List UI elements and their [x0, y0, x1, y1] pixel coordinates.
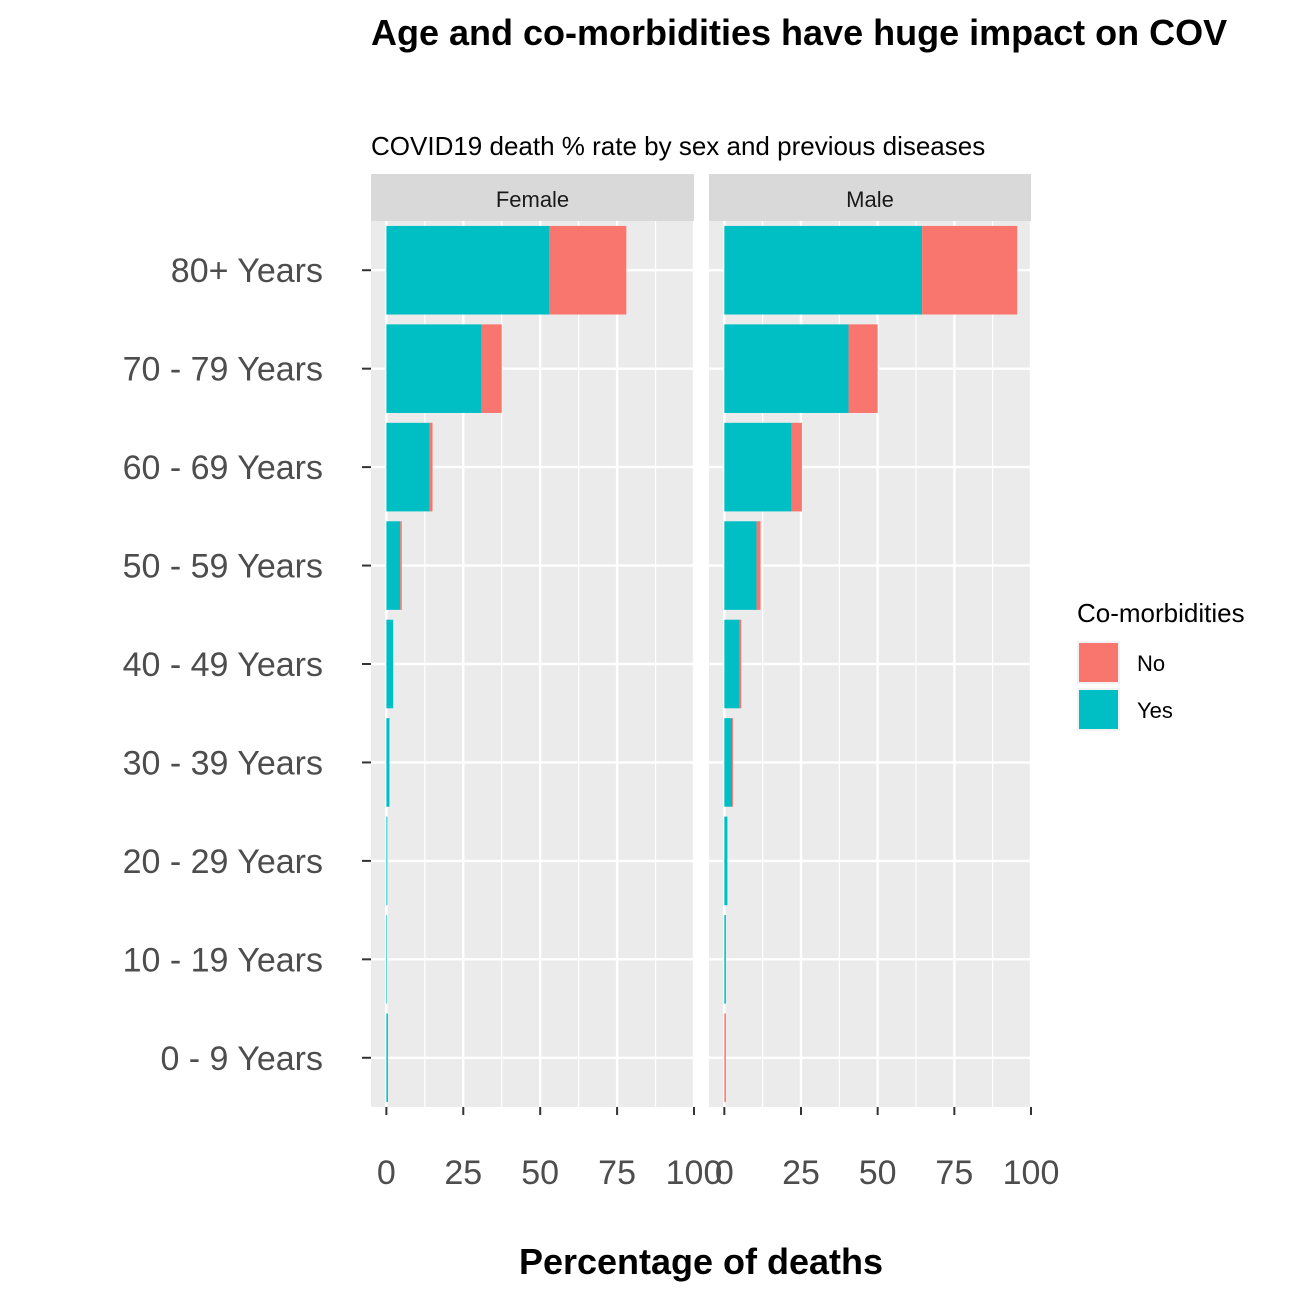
bar-yes	[724, 816, 728, 906]
bar-yes	[724, 422, 792, 512]
bar-no	[732, 718, 733, 807]
bar-no	[481, 324, 502, 413]
x-tick-label: 75	[598, 1154, 636, 1192]
panel-male: Male 0 25 50 75 100	[709, 174, 1059, 1192]
bar-no	[756, 521, 761, 610]
x-tick-label: 25	[444, 1154, 482, 1192]
y-tick-label: 20 - 29 Years	[123, 843, 323, 881]
facet-strip	[709, 174, 1031, 221]
x-tick-label: 75	[935, 1154, 973, 1192]
bar-yes	[724, 718, 732, 807]
facet-strip	[371, 174, 694, 221]
x-tick-label: 50	[859, 1154, 897, 1192]
chart-subtitle: COVID19 death % rate by sex and previous…	[371, 131, 985, 161]
bar-yes	[724, 619, 740, 709]
legend-label: No	[1137, 651, 1165, 676]
y-tick-label: 30 - 39 Years	[123, 744, 323, 782]
y-tick-label: 50 - 59 Years	[123, 548, 323, 586]
bar-yes	[386, 422, 430, 512]
bar-no	[848, 324, 878, 413]
y-tick-label: 0 - 9 Years	[160, 1040, 323, 1078]
bar-yes	[386, 816, 388, 906]
bar-yes	[724, 225, 923, 315]
x-tick-label: 100	[1003, 1154, 1060, 1192]
panel-female: Female 0 25 50 75 100	[371, 174, 722, 1192]
x-tick-label: 0	[377, 1154, 396, 1192]
bar-yes	[724, 521, 757, 610]
facet-panels: Female 0 25 50 75 100 Male 0 25 50 75 100	[371, 174, 1059, 1192]
bar-no	[739, 619, 742, 709]
bar-yes	[386, 225, 550, 315]
bar-yes	[386, 324, 482, 413]
x-tick-label: 50	[521, 1154, 559, 1192]
chart-title: Age and co-morbidities have huge impact …	[371, 12, 1227, 53]
bar-yes	[724, 324, 849, 413]
y-tick-label: 10 - 19 Years	[123, 941, 323, 979]
x-tick-label: 100	[666, 1154, 723, 1192]
facet-strip-label: Male	[846, 187, 894, 212]
legend-title: Co-morbidities	[1077, 598, 1245, 628]
bar-yes	[386, 915, 387, 1004]
bar-yes	[386, 521, 401, 610]
bar-no	[791, 422, 802, 512]
bar-no	[724, 1013, 726, 1103]
y-tick-label: 60 - 69 Years	[123, 449, 323, 487]
bar-no	[922, 225, 1018, 315]
bar-yes	[386, 619, 394, 709]
bar-no	[549, 225, 627, 315]
legend-key-no	[1079, 643, 1118, 682]
facet-strip-label: Female	[496, 187, 569, 212]
x-tick-label: 25	[782, 1154, 820, 1192]
y-tick-label: 80+ Years	[171, 252, 323, 290]
legend: Co-morbidities No Yes	[1077, 598, 1245, 731]
bar-yes	[386, 1013, 388, 1103]
x-axis-title: Percentage of deaths	[519, 1241, 883, 1282]
legend-label: Yes	[1137, 698, 1173, 723]
y-tick-label: 40 - 49 Years	[123, 646, 323, 684]
bar-yes	[724, 915, 726, 1004]
y-tick-label: 70 - 79 Years	[123, 351, 323, 389]
bar-no	[429, 422, 433, 512]
y-axis: 80+ Years 70 - 79 Years 60 - 69 Years 50 - …	[123, 252, 371, 1078]
bar-yes	[386, 718, 390, 807]
legend-key-yes	[1079, 690, 1118, 729]
bar-no	[400, 521, 402, 610]
x-tick-label: 0	[715, 1154, 734, 1192]
